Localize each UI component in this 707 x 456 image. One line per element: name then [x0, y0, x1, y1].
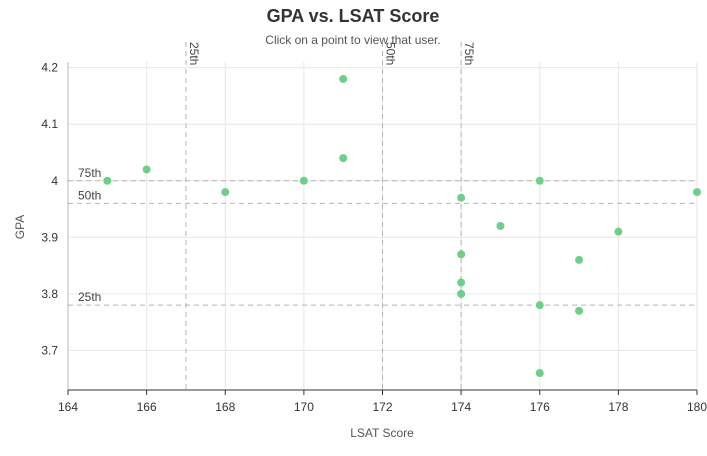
data-point[interactable] [339, 74, 348, 83]
data-point[interactable] [535, 301, 544, 310]
data-point[interactable] [693, 188, 701, 197]
data-point[interactable] [575, 255, 584, 264]
data-point[interactable] [535, 369, 544, 378]
data-point[interactable] [457, 278, 466, 287]
y-tick-label: 4.2 [41, 61, 58, 75]
x-tick-label: 172 [372, 400, 392, 414]
gpa-percentile-label: 50th [78, 188, 101, 202]
y-axis-title: GPA [13, 215, 27, 239]
data-point[interactable] [103, 176, 112, 185]
lsat-percentile-label: 50th [384, 42, 398, 65]
data-point[interactable] [496, 222, 505, 230]
data-point[interactable] [221, 188, 230, 197]
data-point[interactable] [575, 306, 584, 315]
chart-title: GPA vs. LSAT Score [267, 6, 440, 26]
data-point[interactable] [339, 154, 348, 163]
axes: 164 166 168 170 172 174 176 178 180 4.2 4.1 4 3.9 3.8… [41, 61, 707, 414]
lsat-percentile-label: 75th [462, 42, 476, 65]
gpa-percentile-label: 75th [78, 166, 101, 180]
data-point[interactable] [457, 193, 466, 202]
y-tick-label: 4.1 [41, 117, 58, 131]
y-tick-label: 3.9 [41, 230, 58, 244]
gpa-percentile-label: 25th [78, 290, 101, 304]
x-tick-label: 170 [294, 400, 314, 414]
y-tick-label: 3.8 [41, 287, 58, 301]
data-point[interactable] [142, 165, 151, 174]
y-tick-label: 3.7 [41, 343, 58, 357]
data-point[interactable] [457, 289, 466, 298]
data-point[interactable] [535, 176, 544, 185]
x-tick-label: 166 [137, 400, 157, 414]
x-tick-label: 168 [215, 400, 235, 414]
percentile-lines: 25th 50th 75th 75th 50th 25th [68, 42, 697, 390]
x-tick-label: 164 [58, 400, 78, 414]
data-points[interactable] [103, 74, 701, 378]
data-point[interactable] [457, 250, 466, 259]
x-tick-label: 176 [530, 400, 550, 414]
y-tick-label: 4 [51, 174, 58, 188]
x-tick-label: 180 [687, 400, 707, 414]
x-tick-label: 178 [608, 400, 628, 414]
chart-subtitle: Click on a point to view that user. [265, 33, 440, 47]
x-tick-label: 174 [451, 400, 471, 414]
lsat-percentile-label: 25th [187, 42, 201, 65]
data-point[interactable] [299, 176, 308, 185]
x-axis-title: LSAT Score [350, 426, 414, 440]
data-point[interactable] [614, 227, 623, 236]
